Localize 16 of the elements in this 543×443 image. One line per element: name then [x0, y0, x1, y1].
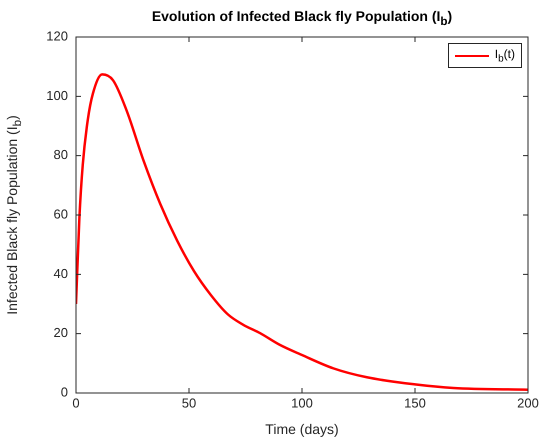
chart-title: Evolution of Infected Black fly Population (I$_{b}$)	[150, 8, 454, 28]
legend-label: I$_{b}$(t)	[494, 47, 515, 64]
x-tick-label: 100	[291, 395, 313, 410]
x-tick-label: 50	[182, 395, 196, 410]
y-tick-label: 80	[54, 147, 68, 162]
x-tick-label: 200	[517, 395, 539, 410]
y-tick-label: 0	[60, 384, 68, 400]
y-tick-label: 60	[54, 206, 68, 222]
y-tick-label: 120	[46, 28, 68, 44]
line-series	[76, 73, 528, 391]
x-axis-title: Time (days)	[264, 421, 340, 437]
y-tick-label: 100	[46, 88, 68, 103]
y-tick-label: 20	[54, 325, 68, 340]
x-tick-label: 0	[72, 395, 80, 410]
y-tick-label: 40	[54, 266, 68, 281]
x-tick-label: 150	[404, 395, 426, 410]
